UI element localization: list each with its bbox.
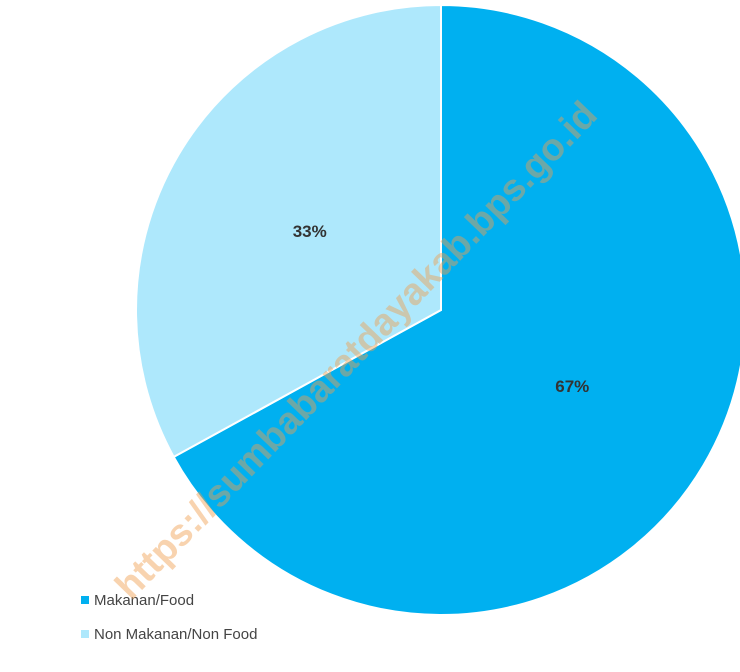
pie-slice: [135, 3, 442, 459]
labels: 67% 33%: [293, 222, 590, 396]
pie: [135, 3, 740, 616]
legend-swatch: [81, 596, 89, 604]
legend-label: Makanan/Food: [94, 592, 194, 609]
data-label: 33%: [293, 222, 327, 241]
legend-label: Non Makanan/Non Food: [94, 626, 257, 643]
data-label: 67%: [555, 377, 589, 396]
pie-slice: [172, 3, 740, 616]
legend: Makanan/Food Non Makanan/Non Food: [81, 592, 257, 643]
legend-swatch: [81, 630, 89, 638]
